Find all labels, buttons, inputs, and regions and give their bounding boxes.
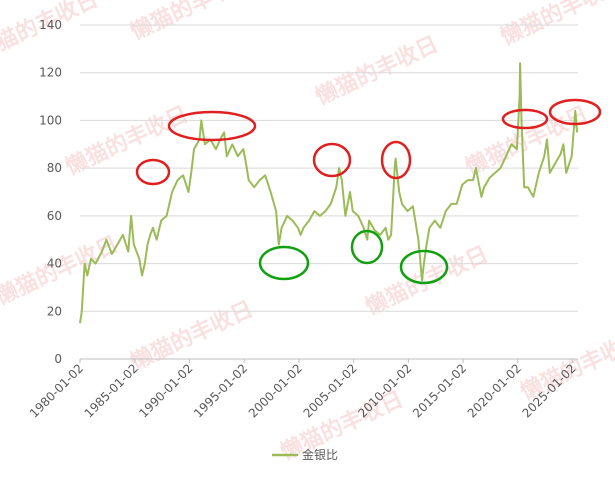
y-tick-label: 60 [47, 209, 62, 223]
watermark: 懒猫的丰收日 [0, 231, 122, 310]
x-tick-label: 2015-01-02 [410, 361, 469, 420]
red-circle [501, 108, 549, 130]
red-circle [312, 142, 352, 178]
y-tick-label: 0 [54, 352, 62, 366]
legend-label: 金银比 [302, 447, 338, 462]
watermarks: 懒猫的丰收日 懒猫的丰收日 懒猫的丰收日 懒猫的丰收日 懒猫的丰收日 懒猫的丰收… [0, 0, 615, 465]
x-tick-label: 2000-01-02 [246, 361, 305, 420]
y-tick-label: 80 [47, 161, 62, 175]
green-circle [258, 245, 310, 281]
red-circle [135, 158, 171, 186]
x-tick-label: 2020-01-02 [465, 361, 524, 420]
x-tick-label: 1995-01-02 [191, 361, 250, 420]
y-tick-label: 20 [47, 304, 62, 318]
series-line [79, 62, 579, 324]
annotations [135, 98, 602, 285]
y-tick-label: 120 [39, 66, 62, 80]
y-tick-label: 100 [39, 113, 62, 127]
red-circle [380, 140, 412, 180]
watermark: 懒猫的丰收日 [312, 31, 443, 110]
watermark: 懒猫的丰收日 [127, 0, 258, 45]
x-tick-label: 1980-01-02 [27, 361, 86, 420]
green-circle [399, 249, 449, 285]
red-circle [167, 110, 257, 142]
watermark: 懒猫的丰收日 [0, 0, 102, 65]
red-circle [548, 98, 602, 126]
y-tick-label: 140 [39, 18, 62, 32]
y-tick-label: 40 [47, 257, 62, 271]
x-tick-label: 1985-01-02 [82, 361, 141, 420]
green-circle [350, 229, 384, 265]
